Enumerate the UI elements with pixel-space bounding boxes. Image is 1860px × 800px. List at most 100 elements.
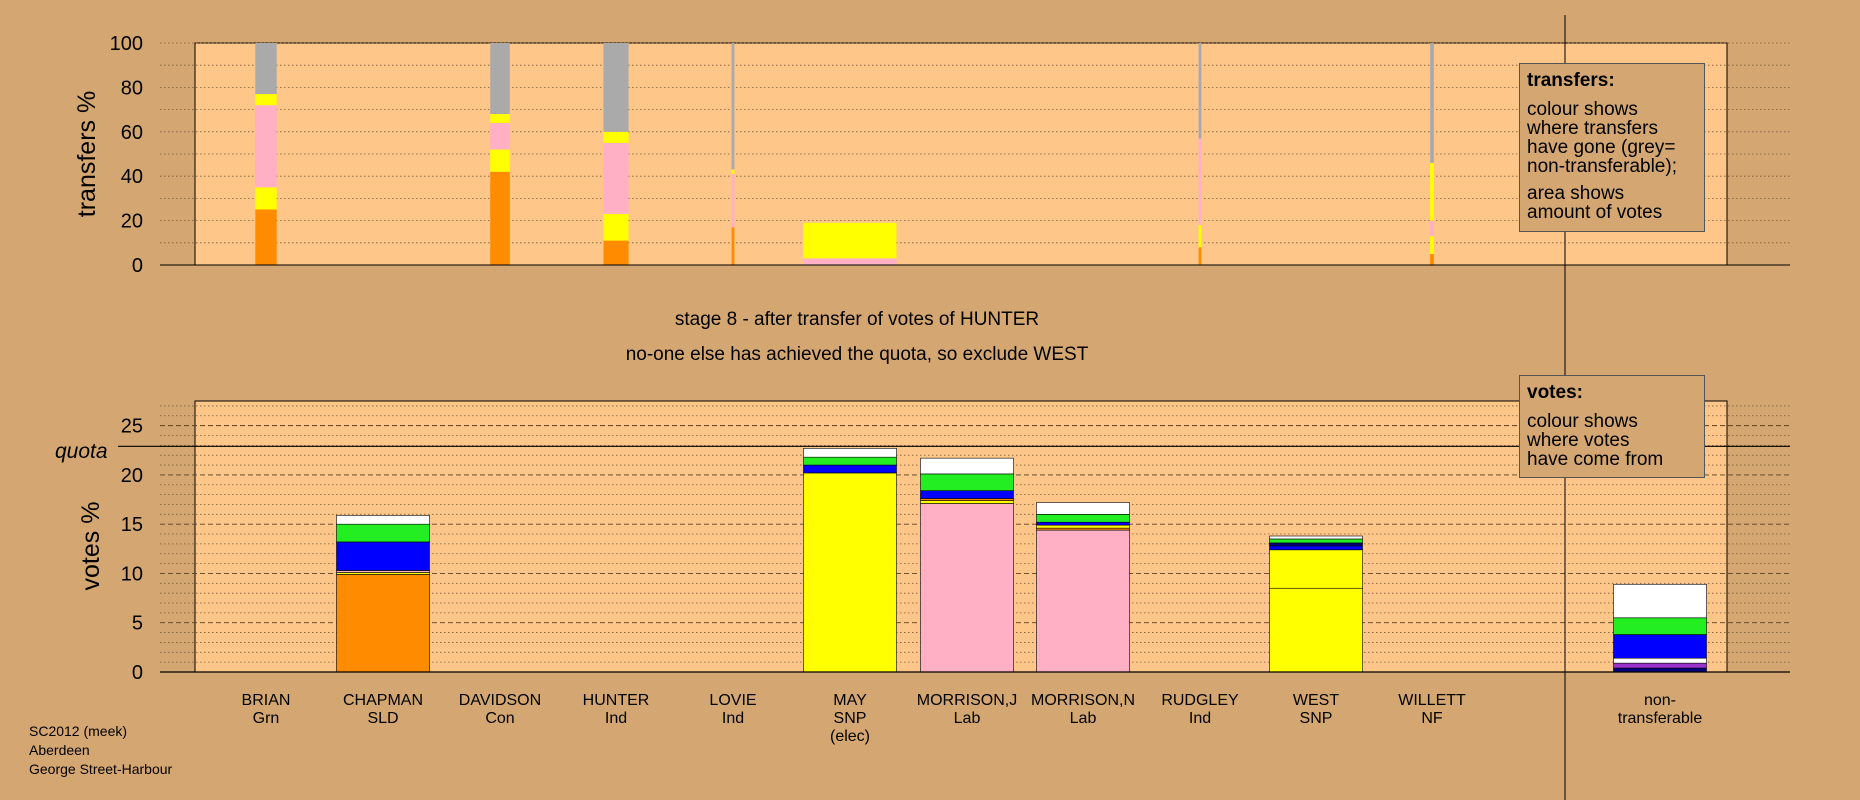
transfer-bar-segment-lovie xyxy=(731,173,735,228)
candidate-label-lovie: LOVIE Ind xyxy=(709,692,756,727)
transfer-bar-segment-hunter xyxy=(603,43,629,132)
votes-bars xyxy=(336,448,1707,673)
transfer-bar-segment-rudgley xyxy=(1198,247,1202,265)
candidate-label-non-transferable: non-transferable xyxy=(1618,692,1703,727)
axes: 0 20 40 60 80 100 0 5 10 15 20 25 xyxy=(110,33,1790,684)
vote-bar-segment-morrison-j xyxy=(920,473,1014,491)
transfer-bar-segment-hunter xyxy=(603,213,629,241)
vote-bar-segment-west xyxy=(1269,535,1363,540)
vote-bar-segment-chapman xyxy=(336,574,430,673)
transfer-bar-segment-may xyxy=(803,222,897,259)
vote-bar-segment-morrison-j xyxy=(920,503,1014,673)
vote-bar-segment-west xyxy=(1269,549,1363,589)
votes-tick-label: 15 xyxy=(121,514,143,536)
transfer-bar-segment-davidson xyxy=(490,149,510,172)
candidate-label-west: WEST SNP xyxy=(1293,692,1339,727)
vote-bar-segment-may xyxy=(803,472,897,673)
vote-bar-segment-non-transferable xyxy=(1613,583,1707,619)
vote-bar-segment-west xyxy=(1269,545,1363,551)
transfer-bar-segment-willett xyxy=(1430,162,1434,221)
transfer-bar-segment-willett xyxy=(1430,43,1434,163)
vote-bar-segment-west xyxy=(1269,542,1363,547)
candidate-label-morrison-n: MORRISON,N Lab xyxy=(1031,692,1135,727)
transfers-legend-text-2: area shows amount of votes xyxy=(1527,183,1663,223)
vote-bar-segment-non-transferable xyxy=(1613,657,1707,664)
transfers-tick-label: 0 xyxy=(132,255,143,277)
votes-tick-label: 5 xyxy=(132,613,143,635)
footer-ward: George Street-Harbour xyxy=(29,761,173,777)
votes-tick-label: 25 xyxy=(121,416,143,438)
votes-legend-text: colour shows where votes have come from xyxy=(1527,411,1664,470)
vote-bar-segment-non-transferable xyxy=(1613,634,1707,659)
transfers-tick-label: 80 xyxy=(121,77,143,99)
transfers-legend-text: colour shows where transfers have gone (… xyxy=(1527,99,1677,177)
vote-bar-segment-non-transferable xyxy=(1613,662,1707,669)
footer: SC2012 (meek) Aberdeen George Street-Har… xyxy=(29,722,172,779)
transfer-bar-segment-rudgley xyxy=(1198,225,1202,248)
transfer-bar-segment-hunter xyxy=(603,131,629,143)
vote-bar-segment-morrison-n xyxy=(1036,529,1130,673)
candidate-label-rudgley: RUDGLEY Ind xyxy=(1161,692,1239,727)
transfers-tick-label: 60 xyxy=(121,122,143,144)
vote-bar-segment-chapman xyxy=(336,541,430,571)
votes-legend: votes: colour shows where votes have com… xyxy=(1519,375,1705,478)
footer-election: SC2012 (meek) xyxy=(29,723,128,739)
transfer-bar-segment-willett xyxy=(1430,236,1434,254)
transfer-bar-segment-rudgley xyxy=(1198,43,1202,139)
stage-subtitle: no-one else has achieved the quota, so e… xyxy=(626,344,1089,365)
transfer-bar-segment-hunter xyxy=(603,240,629,265)
transfer-bar-segment-brian xyxy=(255,105,277,188)
stage-title: stage 8 - after transfer of votes of HUN… xyxy=(675,309,1039,330)
transfers-legend: transfers: colour shows where transfers … xyxy=(1519,63,1705,232)
footer-council: Aberdeen xyxy=(29,742,90,758)
votes-axis-label: votes % xyxy=(77,502,105,591)
vote-bar-segment-morrison-n xyxy=(1036,502,1130,515)
candidate-label-davidson: DAVIDSON Con xyxy=(459,692,541,727)
vote-bar-segment-morrison-j xyxy=(920,500,1014,504)
vote-bar-segment-may xyxy=(803,448,897,458)
transfer-bar-segment-lovie xyxy=(731,227,735,265)
transfer-bar-segment-may xyxy=(803,258,897,265)
transfer-bar-segment-brian xyxy=(255,94,277,106)
transfer-bar-segment-willett xyxy=(1430,253,1434,265)
transfers-tick-label: 20 xyxy=(121,211,143,233)
transfer-bar-segment-willett xyxy=(1430,220,1434,237)
vote-bar-segment-chapman xyxy=(336,523,430,543)
vote-bar-segment-morrison-n xyxy=(1036,524,1130,529)
candidate-labels: BRIAN Grn CHAPMAN SLD DAVIDSON Con HUNTER Ind LO… xyxy=(242,692,1703,745)
vote-bar-segment-morrison-n xyxy=(1036,514,1130,523)
transfer-bar-segment-davidson xyxy=(490,171,510,265)
votes-tick-label: 0 xyxy=(132,662,143,684)
candidate-label-may: MAY SNP (elec) xyxy=(830,692,870,745)
candidate-label-chapman: CHAPMAN SLD xyxy=(343,692,423,727)
transfer-bar-segment-lovie xyxy=(731,169,735,174)
vote-bar-segment-west xyxy=(1269,538,1363,544)
transfer-bar-segment-davidson xyxy=(490,114,510,123)
transfer-bar-segment-davidson xyxy=(490,43,510,115)
transfer-bar-segment-brian xyxy=(255,187,277,210)
vote-bar-segment-morrison-j xyxy=(920,457,1014,475)
candidate-label-brian: BRIAN Grn xyxy=(242,692,291,727)
quota-label: quota xyxy=(55,440,108,463)
transfer-bar-segment-rudgley xyxy=(1198,138,1202,226)
transfer-bar-segment-brian xyxy=(255,43,277,95)
transfers-tick-label: 100 xyxy=(110,33,143,55)
vote-bar-segment-west xyxy=(1269,587,1363,673)
candidate-label-hunter: HUNTER Ind xyxy=(583,692,650,727)
vote-bar-segment-morrison-n xyxy=(1036,521,1130,526)
transfer-bar-segment-davidson xyxy=(490,122,510,150)
votes-tick-label: 20 xyxy=(121,465,143,487)
candidate-label-morrison-j: MORRISON,J Lab xyxy=(917,692,1017,727)
candidate-label-willett: WILLETT NF xyxy=(1398,692,1466,727)
vote-bar-segment-chapman xyxy=(336,515,430,525)
vote-bar-segment-morrison-j xyxy=(920,490,1014,499)
vote-bar-segment-may xyxy=(803,464,897,474)
transfers-bars xyxy=(255,43,1434,265)
transfer-bar-segment-brian xyxy=(255,209,277,265)
vote-bar-segment-may xyxy=(803,456,897,466)
votes-legend-title: votes: xyxy=(1527,382,1583,403)
votes-tick-label: 10 xyxy=(121,563,143,585)
transfer-bar-segment-hunter xyxy=(603,142,629,214)
transfer-bar-segment-lovie xyxy=(731,43,735,170)
